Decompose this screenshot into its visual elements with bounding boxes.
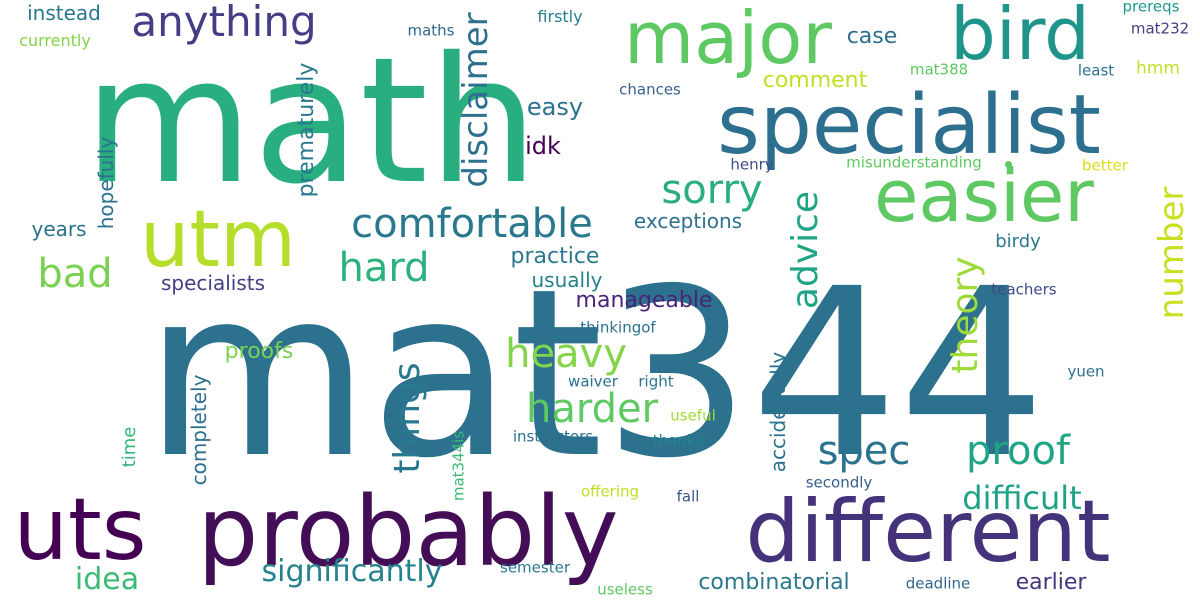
word-idk: idk <box>525 132 561 160</box>
word-sorry: sorry <box>661 167 763 213</box>
word-birdy: birdy <box>995 231 1041 252</box>
word-accidentally: accidentally <box>766 351 790 473</box>
word-easy: easy <box>526 93 584 121</box>
word-yuen: yuen <box>1067 362 1105 381</box>
word-heavy: heavy <box>505 331 627 377</box>
word-bad: bad <box>37 251 113 297</box>
word-mat344: mat344 <box>144 239 1046 509</box>
word-proofs: proofs <box>224 339 294 364</box>
word-anything: anything <box>131 0 317 46</box>
word-completely: completely <box>187 374 211 486</box>
word-right: right <box>638 372 674 391</box>
word-years: years <box>31 217 87 241</box>
word-useful: useful <box>670 406 716 425</box>
word-fall: fall <box>676 487 700 506</box>
word-waiver: waiver <box>568 372 618 391</box>
word-teachers: teachers <box>991 280 1057 299</box>
word-comfortable: comfortable <box>351 201 593 247</box>
word-spec: spec <box>817 428 911 474</box>
word-number: number <box>1152 186 1192 320</box>
word-better: better <box>1082 156 1128 175</box>
word-secondly: secondly <box>805 473 873 492</box>
word-idea: idea <box>74 562 140 597</box>
word-practice: practice <box>510 244 600 269</box>
word-thinkingof: thinkingof <box>580 318 656 337</box>
word-uts: uts <box>13 480 147 580</box>
word-firstly: firstly <box>537 7 583 26</box>
word-advice: advice <box>785 190 826 310</box>
word-hard: hard <box>338 245 430 291</box>
word-hopefully: hopefully <box>94 136 118 230</box>
word-chances: chances <box>619 80 681 99</box>
word-henry: henry <box>730 155 774 174</box>
word-things: things <box>387 362 428 474</box>
word-prereqs: prereqs <box>1122 0 1180 16</box>
word-theory: theory <box>945 256 986 374</box>
word-exceptions: exceptions <box>633 209 743 233</box>
word-harder: harder <box>525 386 659 432</box>
word-maths: maths <box>407 21 455 40</box>
word-proof: proof <box>966 428 1070 474</box>
word-usually: usually <box>531 268 603 292</box>
word-offering: offering <box>580 482 640 501</box>
word-thanks: thanks <box>652 431 704 450</box>
word-semester: semester <box>500 558 570 577</box>
word-instructors: instructors <box>512 427 594 446</box>
word-math: math <box>83 20 539 223</box>
word-disclaimer: disclaimer <box>456 12 496 188</box>
word-mat388: mat388 <box>909 60 969 79</box>
word-difficult: difficult <box>962 479 1082 517</box>
word-currently: currently <box>19 31 91 50</box>
word-bird: bird <box>950 0 1090 76</box>
word-comment: comment <box>762 68 868 93</box>
word-mat232: mat232 <box>1130 19 1190 38</box>
word-time: time <box>119 426 140 468</box>
word-misunderstanding: misunderstanding <box>846 153 982 172</box>
word-specialists: specialists <box>160 271 266 295</box>
word-hmm: hmm <box>1136 58 1180 79</box>
word-deadline: deadline <box>905 574 971 593</box>
word-combinatorial: combinatorial <box>698 570 850 595</box>
word-least: least <box>1077 61 1115 80</box>
word-mat344is: mat344is <box>449 430 468 502</box>
word-major: major <box>624 0 832 80</box>
word-utm: utm <box>140 195 296 285</box>
word-specialist: specialist <box>717 78 1101 173</box>
word-different: different <box>745 482 1111 582</box>
small-dot <box>1005 161 1012 168</box>
word-case: case <box>846 24 898 49</box>
word-useless: useless <box>597 580 653 599</box>
word-instead: instead <box>27 1 101 25</box>
word-probably: probably <box>197 476 619 588</box>
word-significantly: significantly <box>261 554 443 589</box>
word-easier: easier <box>874 154 1094 238</box>
word-earlier: earlier <box>1015 570 1087 595</box>
word-manageable: manageable <box>575 288 713 313</box>
word-prematurely: prematurely <box>294 62 319 198</box>
